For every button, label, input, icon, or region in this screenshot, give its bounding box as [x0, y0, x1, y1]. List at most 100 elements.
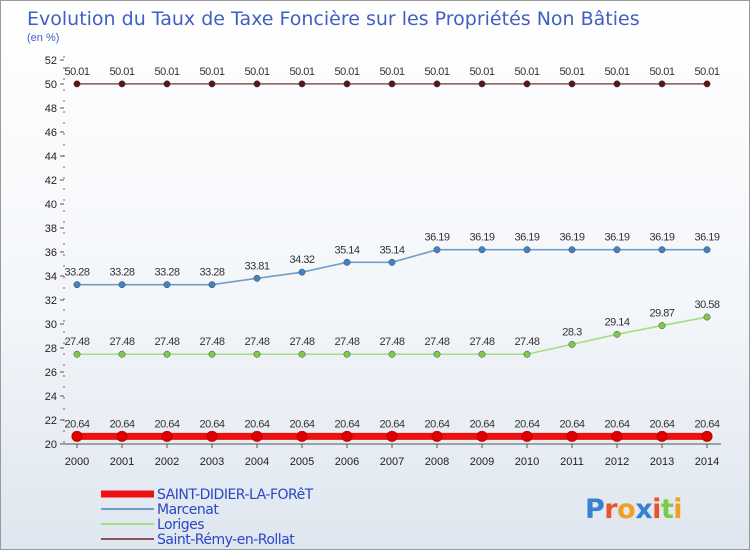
data-point [703, 313, 711, 321]
data-point [118, 350, 126, 358]
data-point [163, 80, 171, 88]
legend-label: SAINT-DIDIER-LA-FORêT [157, 487, 314, 503]
data-label: 50.01 [649, 66, 674, 78]
data-label: 50.01 [64, 66, 89, 78]
data-label: 20.64 [424, 418, 449, 430]
data-label: 27.48 [154, 336, 179, 348]
x-tick-label: 2013 [650, 456, 674, 468]
proxiti-logo: Proxiti [585, 494, 683, 525]
y-tick-label: 36 [45, 247, 57, 259]
y-tick-label: 24 [45, 391, 57, 403]
data-point [163, 281, 171, 289]
data-label: 34.32 [289, 254, 314, 266]
data-point [71, 430, 83, 442]
data-label: 28.3 [562, 326, 582, 338]
data-label: 33.28 [154, 267, 179, 279]
data-point [476, 430, 488, 442]
data-label: 30.58 [694, 299, 719, 311]
data-point [658, 322, 666, 330]
y-tick-label: 30 [45, 319, 57, 331]
data-label: 20.64 [289, 418, 314, 430]
data-label: 50.01 [334, 66, 359, 78]
data-point [161, 430, 173, 442]
y-tick-label: 28 [45, 343, 57, 355]
data-point [523, 246, 531, 254]
data-point [523, 350, 531, 358]
data-label: 20.64 [109, 418, 134, 430]
data-point [658, 80, 666, 88]
data-point [613, 80, 621, 88]
data-label: 27.48 [109, 336, 134, 348]
data-point [163, 350, 171, 358]
data-label: 50.01 [559, 66, 584, 78]
y-tick-label: 40 [45, 199, 57, 211]
x-tick-label: 2008 [425, 456, 449, 468]
data-label: 20.64 [559, 418, 584, 430]
y-tick-label: 46 [45, 127, 57, 139]
data-point [253, 274, 261, 282]
data-label: 29.87 [649, 308, 674, 320]
data-label: 36.19 [514, 232, 539, 244]
data-label: 36.19 [469, 232, 494, 244]
data-point [386, 430, 398, 442]
data-label: 20.64 [199, 418, 224, 430]
x-tick-label: 2005 [290, 456, 314, 468]
data-label: 20.64 [334, 418, 359, 430]
data-label: 29.14 [604, 316, 629, 328]
data-label: 50.01 [154, 66, 179, 78]
data-label: 20.64 [694, 418, 719, 430]
data-label: 20.64 [514, 418, 539, 430]
data-point [478, 80, 486, 88]
data-point [703, 246, 711, 254]
axes: 20 22 24 26 28 30 32 34 36 38 40 42 44 46 48 50 52 2000 20… [45, 55, 721, 468]
y-tick-label: 38 [45, 223, 57, 235]
series-points [71, 80, 713, 442]
data-point [431, 430, 443, 442]
data-label: 36.19 [559, 232, 584, 244]
data-point [253, 80, 261, 88]
data-label: 27.48 [514, 336, 539, 348]
data-label: 36.19 [694, 232, 719, 244]
data-label: 50.01 [199, 66, 224, 78]
data-label: 27.48 [424, 336, 449, 348]
legend-label: Saint-Rémy-en-Rollat [157, 532, 295, 548]
x-tick-label: 2001 [110, 456, 134, 468]
data-label: 27.48 [64, 336, 89, 348]
data-point [521, 430, 533, 442]
data-point [208, 80, 216, 88]
data-label: 50.01 [514, 66, 539, 78]
x-tick-label: 2007 [380, 456, 404, 468]
x-tick-label: 2012 [605, 456, 629, 468]
data-point [701, 430, 713, 442]
data-point [658, 246, 666, 254]
x-tick-label: 2006 [335, 456, 359, 468]
y-tick-label: 48 [45, 103, 57, 115]
y-tick-label: 50 [45, 79, 57, 91]
data-point [298, 80, 306, 88]
data-label: 50.01 [469, 66, 494, 78]
data-point [613, 246, 621, 254]
data-point [118, 281, 126, 289]
data-label: 20.64 [379, 418, 404, 430]
data-labels: 50.01 50.01 50.01 50.01 50.01 50.01 50.01 50.01… [64, 66, 720, 430]
data-label: 27.48 [334, 336, 359, 348]
data-point [388, 80, 396, 88]
data-point [478, 350, 486, 358]
x-tick-label: 2000 [65, 456, 89, 468]
data-label: 20.64 [649, 418, 674, 430]
data-label: 50.01 [424, 66, 449, 78]
data-point [253, 350, 261, 358]
data-point [433, 350, 441, 358]
y-tick-label: 52 [45, 55, 57, 67]
y-tick-label: 42 [45, 175, 57, 187]
y-axis-unit: (en %) [27, 32, 59, 44]
data-label: 36.19 [424, 232, 449, 244]
data-label: 20.64 [244, 418, 269, 430]
data-label: 27.48 [199, 336, 224, 348]
data-label: 20.64 [469, 418, 494, 430]
x-tick-label: 2010 [515, 456, 539, 468]
data-label: 36.19 [604, 232, 629, 244]
data-label: 36.19 [649, 232, 674, 244]
data-label: 50.01 [244, 66, 269, 78]
